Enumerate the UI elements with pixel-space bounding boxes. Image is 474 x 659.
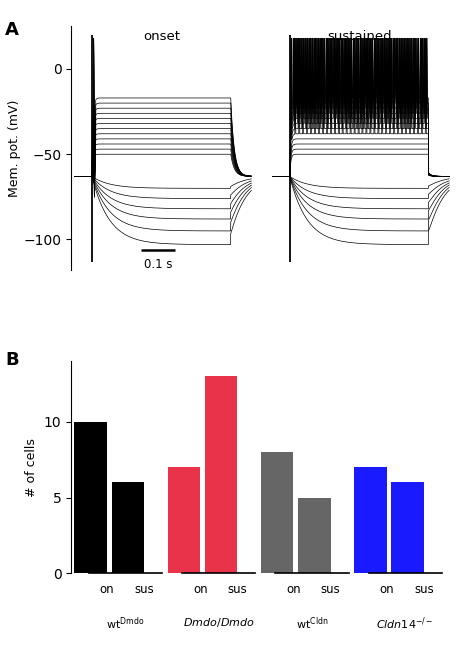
Bar (168, 467, 200, 573)
Bar (112, 482, 144, 573)
Text: $\it{Dmdo/Dmdo}$: $\it{Dmdo/Dmdo}$ (183, 616, 255, 629)
Bar (298, 498, 331, 573)
Bar (261, 452, 293, 573)
Bar (391, 482, 424, 573)
Text: wt$^{\rm Cldn}$: wt$^{\rm Cldn}$ (296, 616, 328, 633)
Bar (205, 376, 237, 573)
Y-axis label: Mem. pot. (mV): Mem. pot. (mV) (8, 100, 20, 197)
Bar (354, 467, 387, 573)
Y-axis label: # of cells: # of cells (25, 438, 38, 497)
Text: B: B (5, 351, 18, 369)
Bar (74, 422, 107, 573)
Text: 0.1 s: 0.1 s (144, 258, 172, 272)
Text: $\it{Cldn14^{-/-}}$: $\it{Cldn14^{-/-}}$ (376, 616, 434, 633)
Text: wt$^{\rm Dmdo}$: wt$^{\rm Dmdo}$ (107, 616, 145, 633)
Text: onset: onset (143, 30, 180, 43)
Text: sustained: sustained (327, 30, 392, 43)
Text: A: A (5, 22, 19, 40)
